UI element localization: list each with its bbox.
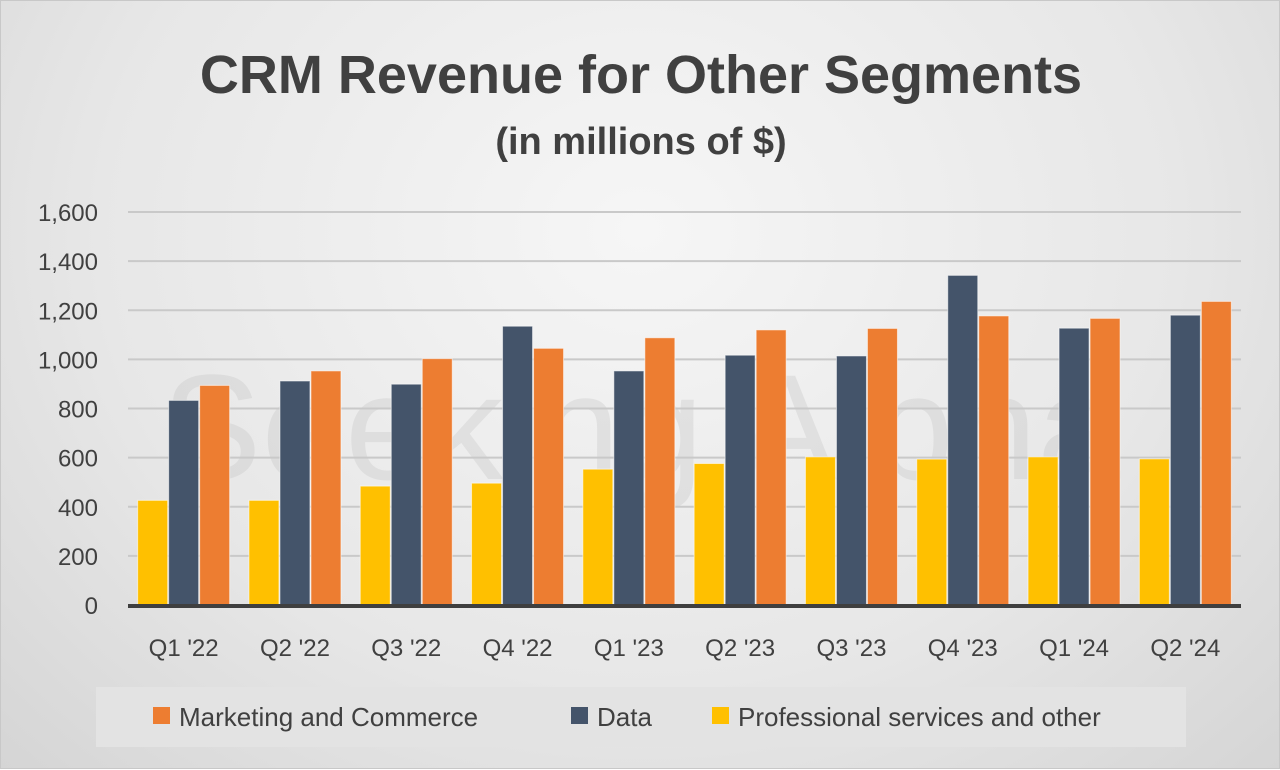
- legend: Marketing and Commerce Data Professional s…: [96, 687, 1186, 747]
- legend-box: [96, 687, 1186, 747]
- y-tick-label: 1,000: [38, 347, 98, 374]
- bar: [947, 274, 979, 606]
- y-tick-label: 400: [58, 495, 98, 522]
- bar: [390, 383, 422, 606]
- bar: [279, 380, 311, 606]
- bar: [1169, 314, 1201, 606]
- legend-swatch: [153, 707, 170, 724]
- bar: [582, 468, 614, 606]
- bar: [533, 347, 565, 606]
- bar: [168, 399, 200, 606]
- y-tick-label: 1,400: [38, 249, 98, 276]
- x-tick-label: Q4 '22: [483, 635, 553, 662]
- y-axis-ticks: 0 200 400 600 800 1,000 1,200 1,400 1,600: [38, 200, 98, 620]
- bar: [137, 499, 169, 606]
- bar: [644, 337, 676, 606]
- x-tick-label: Q1 '22: [149, 635, 219, 662]
- y-tick-label: 0: [85, 593, 98, 620]
- bar: [1200, 300, 1232, 606]
- bar: [421, 358, 453, 606]
- bar: [199, 384, 231, 606]
- bar: [471, 482, 503, 606]
- bar: [1089, 317, 1121, 606]
- bar: [1058, 327, 1090, 606]
- legend-swatch: [712, 707, 729, 724]
- y-tick-label: 1,200: [38, 298, 98, 325]
- x-tick-label: Q1 '23: [594, 635, 664, 662]
- legend-label: Marketing and Commerce: [179, 702, 478, 732]
- bar: [613, 370, 645, 606]
- bar: [978, 315, 1010, 606]
- y-tick-label: 1,600: [38, 200, 98, 227]
- bar: [502, 325, 534, 606]
- bar: [359, 485, 391, 606]
- bar: [248, 499, 280, 606]
- x-tick-label: Q4 '23: [928, 635, 998, 662]
- x-tick-label: Q2 '22: [260, 635, 330, 662]
- bar: [755, 329, 787, 606]
- bar: [693, 463, 725, 606]
- bar: [724, 354, 756, 606]
- chart-subtitle: (in millions of $): [495, 121, 786, 163]
- legend-label: Data: [597, 702, 652, 732]
- x-tick-label: Q3 '22: [371, 635, 441, 662]
- chart-title: CRM Revenue for Other Segments: [200, 45, 1082, 105]
- x-tick-label: Q3 '23: [816, 635, 886, 662]
- x-tick-label: Q2 '24: [1150, 635, 1220, 662]
- bar: [835, 355, 867, 606]
- x-axis-ticks: Q1 '22 Q2 '22 Q3 '22 Q4 '22 Q1 '23 Q2 '23 Q3 '…: [149, 635, 1221, 662]
- x-tick-label: Q2 '23: [705, 635, 775, 662]
- legend-label: Professional services and other: [738, 702, 1101, 732]
- bar: [310, 370, 342, 606]
- bar: [916, 458, 948, 606]
- bar: [804, 456, 836, 606]
- bars: [137, 274, 1232, 606]
- legend-swatch: [571, 707, 588, 724]
- y-tick-label: 800: [58, 397, 98, 424]
- y-tick-label: 200: [58, 544, 98, 571]
- bar: [1138, 458, 1170, 606]
- bar: [1027, 456, 1059, 606]
- bar: [866, 327, 898, 606]
- x-tick-label: Q1 '24: [1039, 635, 1109, 662]
- y-tick-label: 600: [58, 446, 98, 473]
